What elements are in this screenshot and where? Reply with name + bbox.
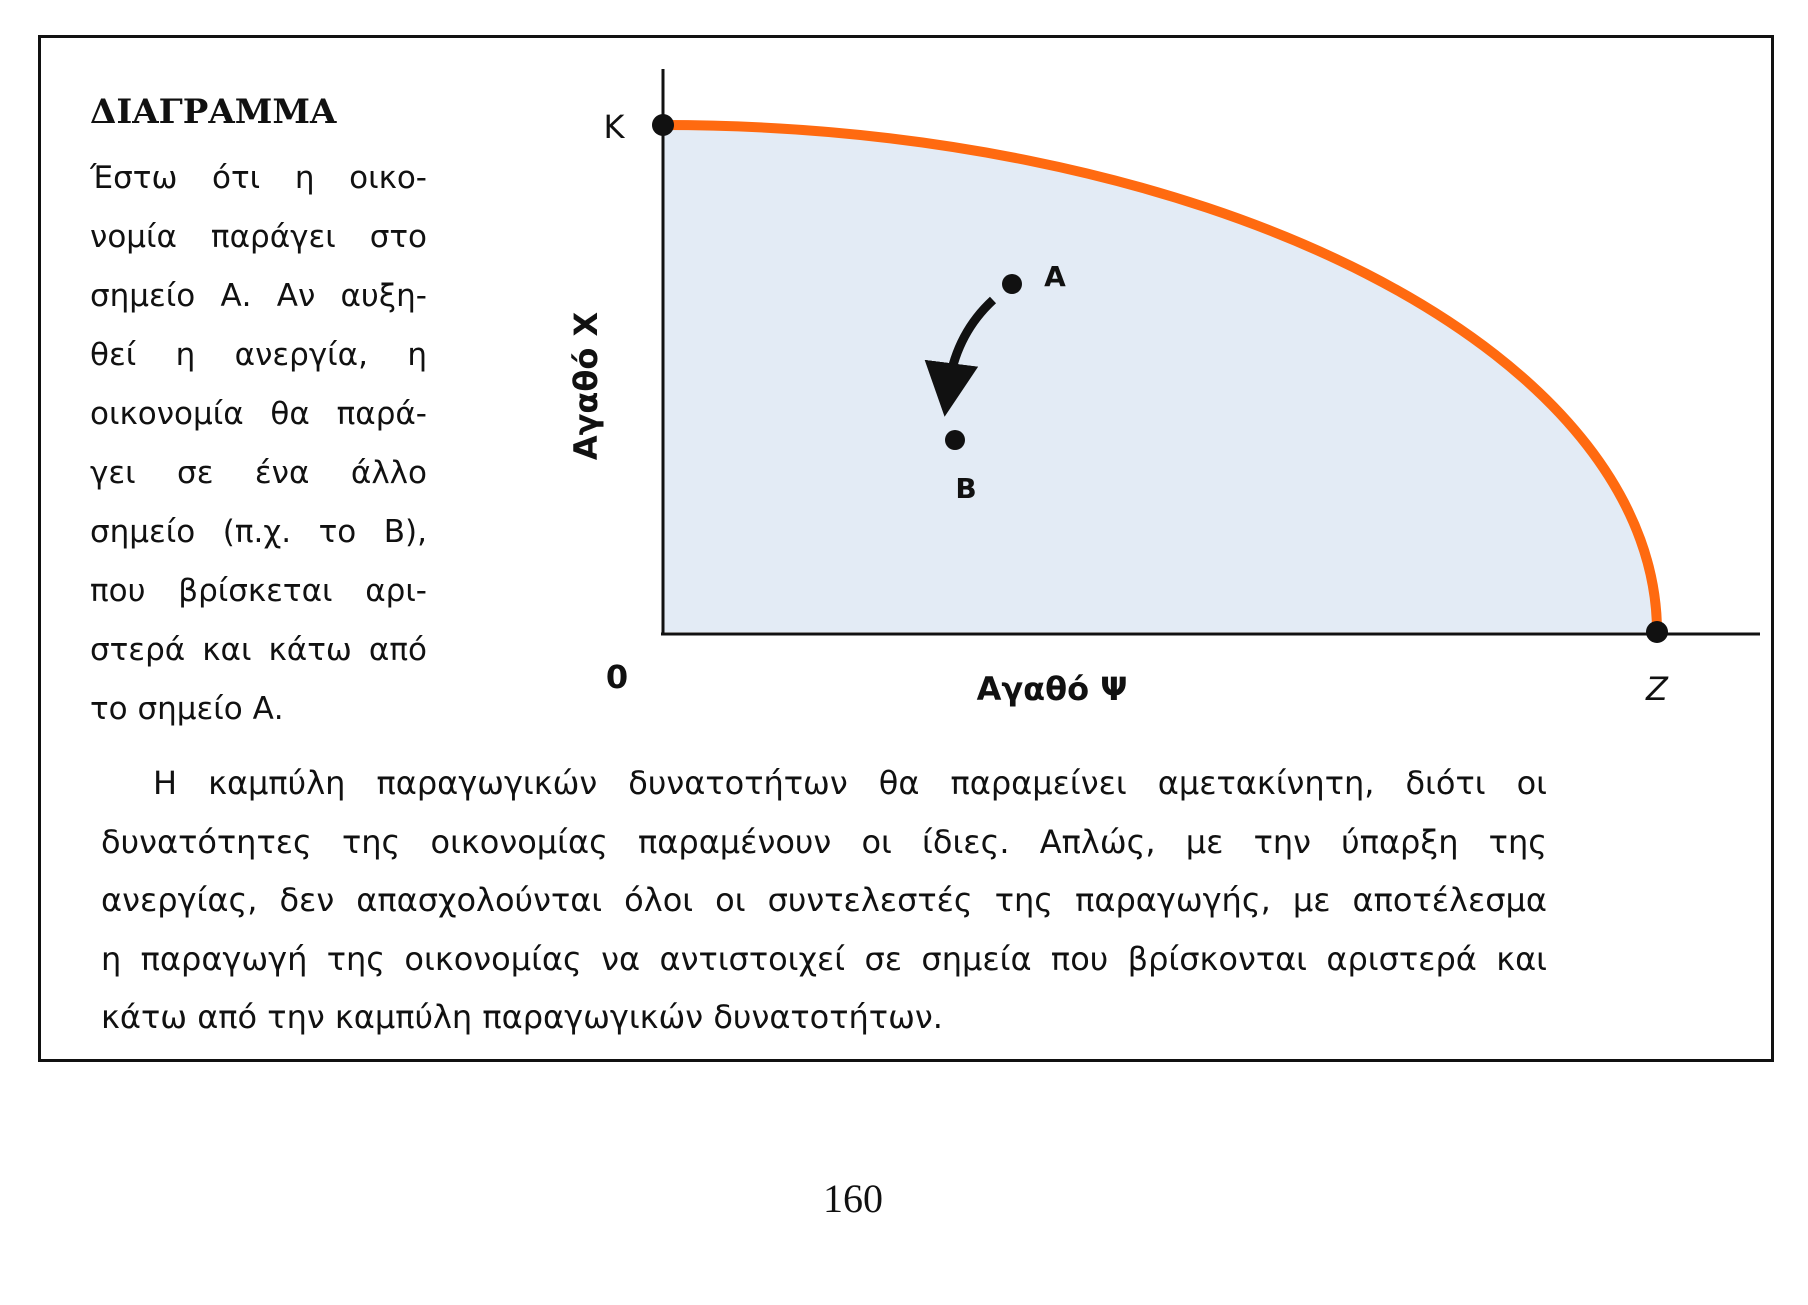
point-z: [1646, 621, 1668, 643]
side-line: οικονομία θα παρά-: [90, 396, 427, 432]
label-k: K: [604, 108, 626, 146]
side-line: νομία παράγει στο: [90, 219, 427, 255]
ppf-curve: [662, 120, 1662, 633]
x-axis-label: Αγαθό Ψ: [977, 670, 1128, 708]
side-line: Έστω ότι η οικο-: [90, 160, 427, 196]
body-line: ανεργίας, δεν απασχολούνται όλοι οι συντ…: [101, 881, 1547, 919]
side-line: που βρίσκεται αρι-: [90, 573, 427, 609]
label-origin: 0: [606, 658, 628, 696]
label-z: Z: [1645, 670, 1669, 708]
point-k: [652, 114, 674, 136]
point-a: [1002, 274, 1022, 294]
side-line: γει σε ένα άλλο: [90, 455, 427, 491]
feasible-area: [663, 125, 1657, 632]
heading: ΔΙΑΓΡΑΜΜΑ: [90, 92, 337, 132]
side-line: στερά και κάτω από: [90, 632, 427, 668]
body-line: η παραγωγή της οικονομίας να αντιστοιχεί…: [101, 939, 1547, 978]
point-b: [945, 430, 965, 450]
page-number: 160: [823, 1176, 883, 1221]
side-line: σημείο (π.χ. το Β),: [90, 514, 427, 550]
body-line: κάτω από την καμπύλη παραγωγικών δυνατοτ…: [101, 998, 943, 1036]
label-b: B: [955, 472, 976, 505]
side-line: θεί η ανεργία, η: [90, 337, 427, 373]
body-line: δυνατότητες της οικονομίας παραμένουν οι…: [101, 822, 1547, 861]
y-axis-label: Αγαθό Χ: [567, 312, 605, 461]
body-line: Η καμπύλη παραγωγικών δυνατοτήτων θα παρ…: [153, 764, 1547, 802]
frame: [38, 35, 1774, 1062]
side-line: το σημείο Α.: [90, 691, 284, 727]
side-line: σημείο Α. Αν αυξη-: [90, 278, 427, 314]
label-a: A: [1044, 260, 1066, 293]
arrow: [924, 296, 997, 417]
